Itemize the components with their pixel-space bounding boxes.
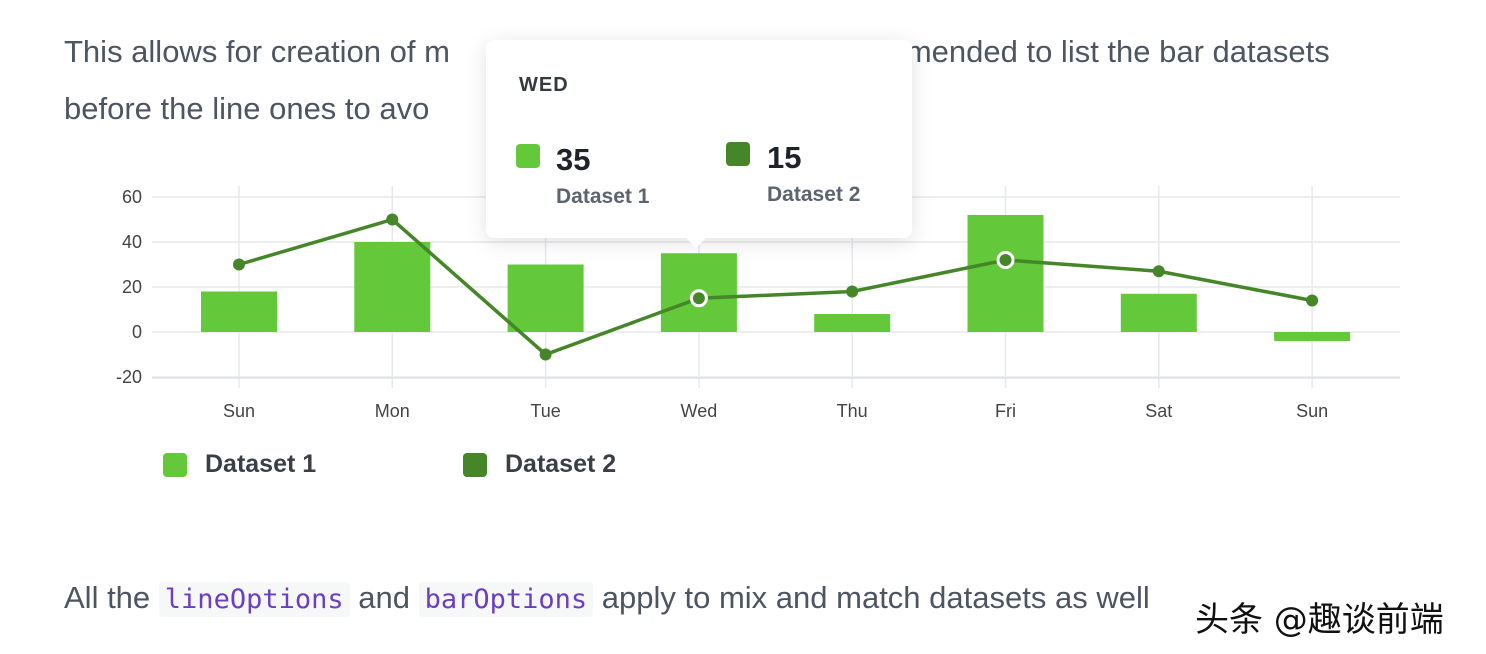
text: apply to mix and match datasets as well <box>601 580 1150 615</box>
x-tick-label: Mon <box>375 401 410 421</box>
bar <box>354 242 431 332</box>
tooltip-label: Dataset 1 <box>556 185 650 208</box>
paragraph-text: mmended to list the bar datasets <box>880 34 1330 69</box>
line-point <box>539 348 552 361</box>
paragraph-text: This allows for creation of m <box>64 34 450 69</box>
x-tick-label: Sun <box>223 401 255 421</box>
code-lineOptions: lineOptions <box>158 582 350 617</box>
x-tick-label: Sun <box>1296 401 1328 421</box>
line-point <box>846 285 859 298</box>
y-tick-label: 60 <box>122 187 142 207</box>
text: All the <box>64 580 151 615</box>
bar <box>201 291 277 332</box>
text: and <box>358 580 410 615</box>
bar <box>814 314 891 332</box>
bar <box>1120 293 1197 332</box>
dataset2-swatch <box>726 142 750 166</box>
bottom-paragraph: All the lineOptions and barOptions apply… <box>64 580 1150 617</box>
paragraph-text: before the line ones to avo <box>64 91 430 126</box>
legend-swatch <box>163 452 187 477</box>
x-tick-label: Thu <box>837 401 868 421</box>
legend-label: Dataset 1 <box>205 450 317 478</box>
bar <box>967 215 1044 332</box>
tooltip-value: 35 <box>556 142 591 177</box>
x-tick-label: Tue <box>530 401 560 421</box>
line-point <box>689 289 708 308</box>
x-tick-label: Wed <box>681 401 718 421</box>
tooltip-label: Dataset 2 <box>767 183 861 206</box>
bar <box>1274 332 1351 341</box>
line-series <box>238 217 1313 357</box>
dataset1-swatch <box>516 144 540 168</box>
x-tick-label: Sat <box>1145 401 1172 421</box>
y-tick-label: 40 <box>122 232 142 252</box>
watermark: 头条 @趣谈前端 <box>1195 600 1444 640</box>
code-barOptions: barOptions <box>418 582 594 617</box>
bar <box>507 264 584 332</box>
line-point <box>996 251 1015 269</box>
line-point <box>386 213 399 226</box>
line-point <box>1306 294 1319 307</box>
line-point <box>233 258 245 271</box>
legend-item-dataset2[interactable]: Dataset 2 <box>463 450 616 479</box>
mixed-chart: Sun Mon Tue Wed Thu Fri Sat Sun 60 40 20 0 -20 <box>116 186 1400 421</box>
line-point <box>1152 265 1165 278</box>
y-tick-label: 0 <box>132 322 142 342</box>
legend-label: Dataset 2 <box>505 450 617 478</box>
x-tick-label: Fri <box>995 401 1016 421</box>
legend-item-dataset1[interactable]: Dataset 1 <box>163 450 316 479</box>
tooltip-title: WED <box>519 74 569 96</box>
tooltip: WED 35 Dataset 1 15 Dataset 2 <box>486 40 912 248</box>
legend-swatch <box>463 452 487 477</box>
tooltip-value: 15 <box>767 140 802 175</box>
y-tick-label: -20 <box>116 367 142 387</box>
y-tick-label: 20 <box>122 277 142 297</box>
